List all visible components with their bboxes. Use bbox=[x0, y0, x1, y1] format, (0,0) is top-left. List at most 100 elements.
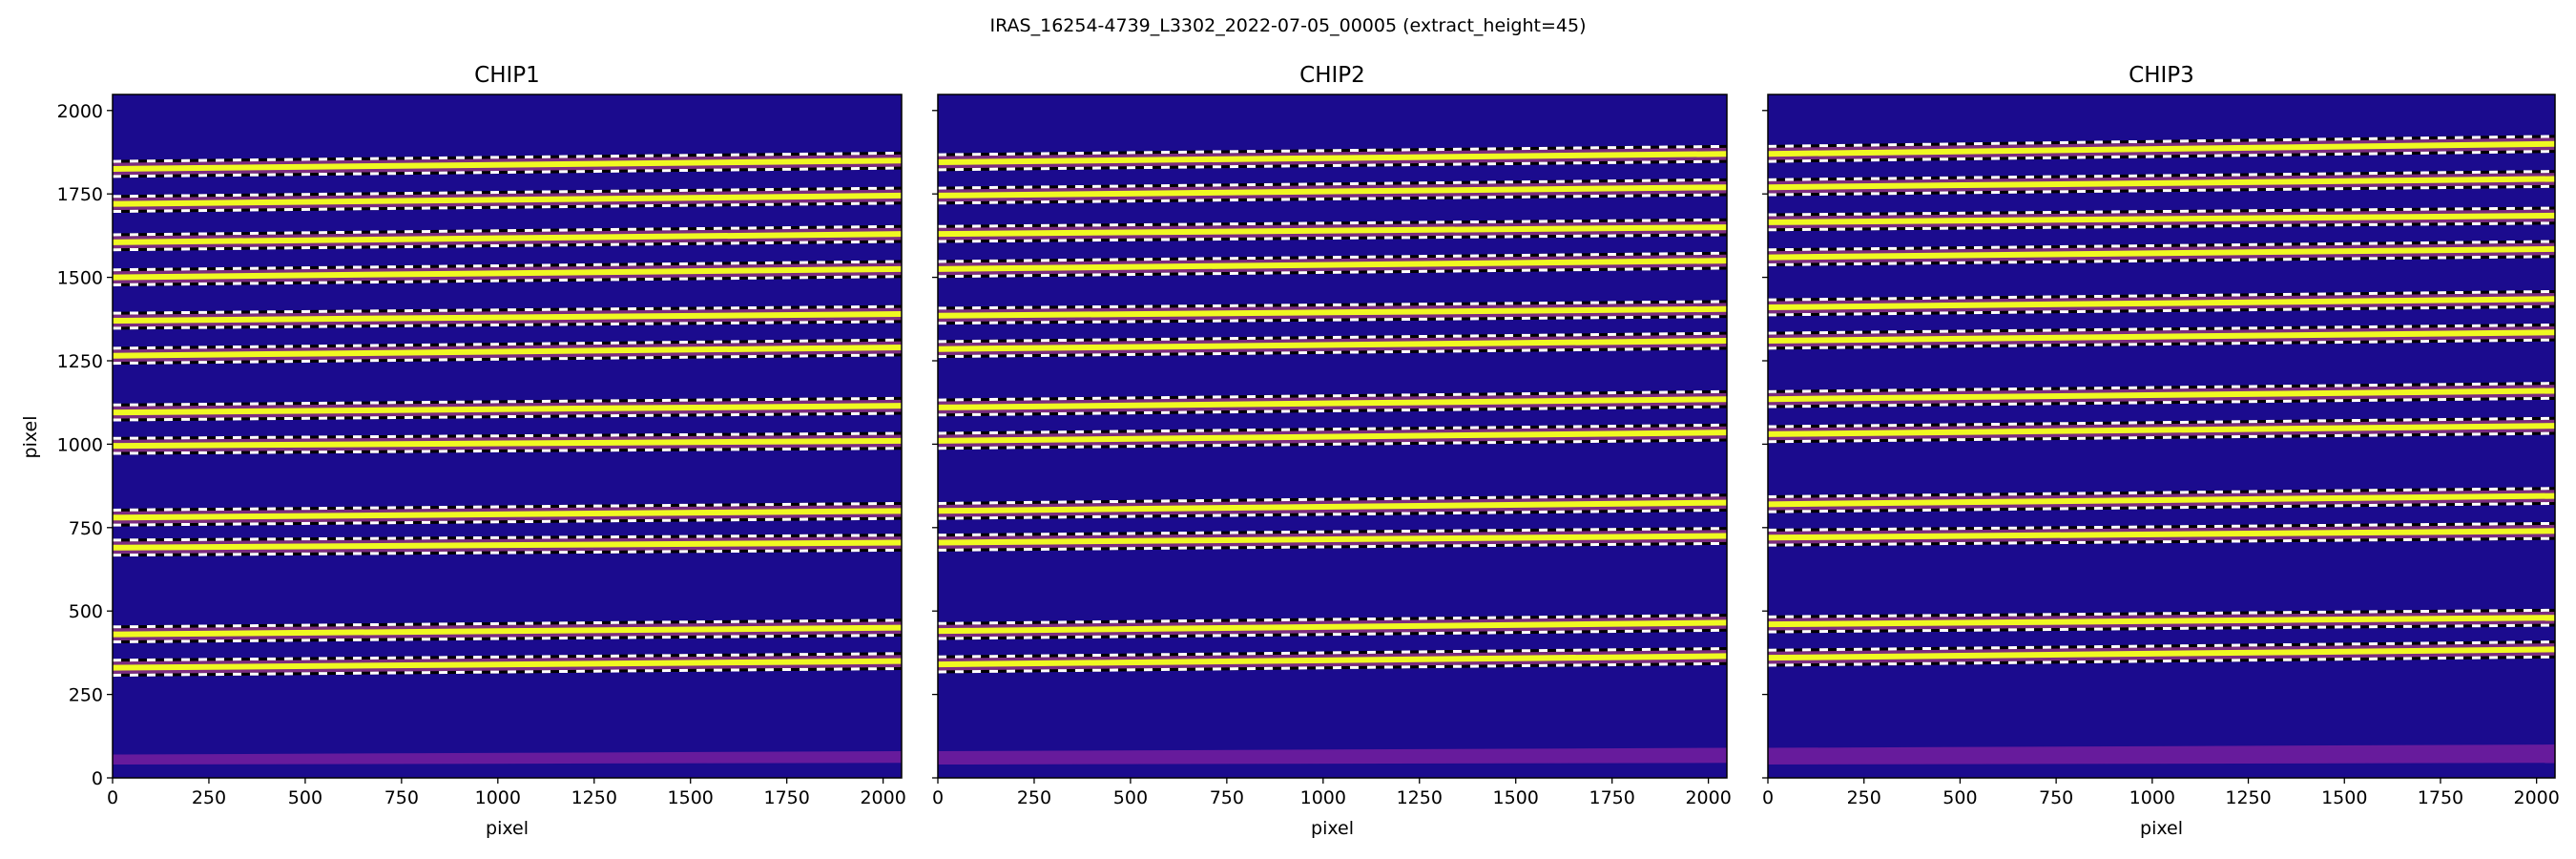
extract-edge-dashed bbox=[1768, 623, 2555, 634]
extract-edge-dashed bbox=[1768, 184, 2555, 197]
x-tick-label: 750 bbox=[384, 787, 419, 808]
x-tick-label: 750 bbox=[2039, 787, 2073, 808]
y-tick-label: 0 bbox=[92, 768, 103, 789]
extract-edge-dashed bbox=[113, 201, 902, 214]
order-trace bbox=[113, 658, 902, 671]
x-tick-label: 1250 bbox=[571, 787, 617, 808]
order-trace bbox=[938, 619, 1727, 635]
order-trace bbox=[938, 151, 1727, 165]
x-tick-label: 0 bbox=[1762, 787, 1774, 808]
order-trace bbox=[113, 624, 902, 638]
figure-title: IRAS_16254-4739_L3302_2022-07-05_00005 (… bbox=[990, 15, 1587, 36]
x-tick-label: 750 bbox=[1210, 787, 1244, 808]
extract-edge-dashed bbox=[113, 667, 902, 677]
order-trace bbox=[938, 430, 1727, 444]
extract-edge-dashed bbox=[113, 224, 902, 237]
extract-edge-dashed bbox=[938, 405, 1727, 417]
extract-edge-dashed bbox=[113, 534, 902, 542]
extract-edge-dashed bbox=[113, 353, 902, 366]
order-trace bbox=[1768, 528, 2555, 541]
order-trace bbox=[1768, 492, 2555, 508]
x-tick-label: 1000 bbox=[2129, 787, 2175, 808]
x-axis-label: pixel bbox=[486, 818, 529, 839]
order-trace bbox=[1768, 245, 2555, 261]
extract-edge-dashed bbox=[1768, 255, 2555, 266]
order-trace bbox=[113, 311, 902, 325]
y-tick-label: 250 bbox=[69, 685, 103, 706]
extract-edge-dashed bbox=[938, 193, 1727, 205]
panel-title: CHIP1 bbox=[474, 63, 540, 88]
order-trace bbox=[938, 184, 1727, 199]
extract-edge-dashed bbox=[113, 548, 902, 557]
extract-edge-dashed bbox=[938, 300, 1727, 310]
x-tick-label: 2000 bbox=[2513, 787, 2559, 808]
order-trace bbox=[113, 437, 902, 450]
extract-edge-dashed bbox=[938, 541, 1727, 552]
extract-edge-dashed bbox=[113, 166, 902, 178]
extract-edge-dashed bbox=[938, 233, 1727, 243]
extract-edge-dashed bbox=[1768, 289, 2555, 302]
extract-edge-dashed bbox=[938, 647, 1727, 659]
x-tick-label: 1500 bbox=[2321, 787, 2367, 808]
extract-edge-dashed bbox=[113, 304, 902, 315]
extract-edge-dashed bbox=[1768, 206, 2555, 217]
extract-edge-dashed bbox=[113, 240, 902, 252]
order-trace bbox=[113, 403, 902, 416]
extract-edge-dashed bbox=[1768, 655, 2555, 667]
order-trace bbox=[113, 508, 902, 521]
y-tick-label: 1250 bbox=[57, 351, 103, 372]
extract-edge-dashed bbox=[113, 634, 902, 644]
x-tick-label: 1750 bbox=[763, 787, 809, 808]
y-tick-label: 1500 bbox=[57, 268, 103, 289]
x-tick-label: 1000 bbox=[475, 787, 521, 808]
extract-edge-dashed bbox=[113, 501, 902, 512]
order-trace bbox=[113, 539, 902, 551]
extract-edge-dashed bbox=[1768, 150, 2555, 163]
order-trace bbox=[1768, 296, 2555, 311]
extract-edge-dashed bbox=[113, 151, 902, 163]
y-tick-label: 500 bbox=[69, 601, 103, 622]
bottom-band bbox=[113, 751, 902, 765]
extract-edge-dashed bbox=[1768, 416, 2555, 429]
extract-edge-dashed bbox=[938, 178, 1727, 190]
order-trace bbox=[113, 265, 902, 281]
extract-edge-dashed bbox=[1768, 431, 2555, 444]
y-tick-label: 1000 bbox=[57, 434, 103, 455]
extract-edge-dashed bbox=[1768, 536, 2555, 547]
panel-title: CHIP3 bbox=[2129, 63, 2194, 88]
extract-edge-dashed bbox=[938, 438, 1727, 450]
panel-title: CHIP2 bbox=[1299, 63, 1365, 88]
order-trace bbox=[113, 192, 902, 207]
extract-edge-dashed bbox=[113, 431, 902, 440]
extract-edge-dashed bbox=[113, 186, 902, 199]
x-axis-label: pixel bbox=[1311, 818, 1354, 839]
extract-edge-dashed bbox=[938, 389, 1727, 402]
order-trace bbox=[113, 157, 902, 172]
extract-edge-dashed bbox=[1768, 487, 2555, 498]
x-tick-label: 0 bbox=[932, 787, 944, 808]
x-tick-label: 1750 bbox=[2418, 787, 2463, 808]
x-tick-label: 500 bbox=[288, 787, 322, 808]
panel-chip2: CHIP2 0 250 500 750 1000 1250 1500 1750 2000 pixel bbox=[932, 63, 1732, 839]
x-tick-label: 1250 bbox=[1397, 787, 1443, 808]
axes-frame bbox=[937, 94, 1728, 779]
order-trace bbox=[938, 396, 1727, 410]
extract-edge-dashed bbox=[938, 527, 1727, 537]
order-trace bbox=[113, 345, 902, 359]
extract-edge-dashed bbox=[938, 508, 1727, 520]
extract-edge-dashed bbox=[938, 493, 1727, 505]
x-tick-label: 500 bbox=[1942, 787, 1977, 808]
x-tick-label: 0 bbox=[107, 787, 118, 808]
extract-edge-dashed bbox=[1768, 135, 2555, 148]
extract-edge-dashed bbox=[113, 516, 902, 527]
order-trace bbox=[938, 258, 1727, 272]
y-tick-label: 2000 bbox=[57, 101, 103, 122]
x-tick-label: 2000 bbox=[1685, 787, 1731, 808]
order-trace bbox=[1768, 329, 2555, 345]
extract-edge-dashed bbox=[938, 346, 1727, 359]
order-trace bbox=[938, 338, 1727, 352]
extract-edge-dashed bbox=[938, 423, 1727, 435]
extract-edge-dashed bbox=[113, 260, 902, 272]
extract-edge-dashed bbox=[938, 614, 1727, 625]
